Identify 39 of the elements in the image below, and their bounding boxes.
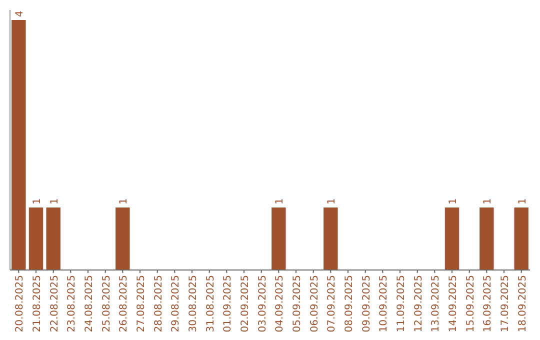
data-label: 1 — [274, 198, 286, 204]
data-label: 1 — [32, 198, 43, 204]
x-tick-label: 09.09.2025 — [361, 275, 372, 332]
x-tick-label: 15.09.2025 — [465, 275, 476, 332]
x-tick-label: 28.08.2025 — [153, 275, 164, 332]
x-tick-label: 11.09.2025 — [396, 275, 407, 332]
x-tick-label: 04.09.2025 — [274, 275, 286, 332]
data-label: 1 — [49, 198, 60, 204]
data-label: 1 — [517, 198, 528, 204]
data-label: 1 — [448, 198, 459, 204]
x-tick-label: 16.09.2025 — [482, 275, 494, 332]
data-label: 1 — [482, 198, 494, 204]
x-tick-label: 17.09.2025 — [500, 275, 511, 332]
x-tick-label: 08.09.2025 — [344, 275, 355, 332]
x-tick-label: 02.09.2025 — [240, 275, 251, 332]
data-label: 1 — [118, 198, 130, 204]
x-tick-label: 21.08.2025 — [32, 275, 43, 332]
x-tick-label: 22.08.2025 — [49, 275, 60, 332]
x-tick-label: 26.08.2025 — [118, 275, 130, 332]
x-tick-label: 25.08.2025 — [101, 275, 112, 332]
x-tick-label: 14.09.2025 — [448, 275, 459, 332]
x-tick-label: 24.08.2025 — [84, 275, 95, 332]
x-tick-label: 27.08.2025 — [136, 275, 147, 332]
x-tick-label: 20.08.2025 — [14, 275, 26, 332]
x-tick-label: 29.08.2025 — [170, 275, 182, 332]
x-tick-label: 13.09.2025 — [430, 275, 442, 332]
x-tick-label: 05.09.2025 — [292, 275, 303, 332]
x-tick-label: 01.09.2025 — [222, 275, 234, 332]
data-label: 1 — [326, 198, 338, 204]
data-label: 4 — [14, 10, 26, 17]
x-tick-label: 31.08.2025 — [205, 275, 216, 332]
x-tick-label: 07.09.2025 — [326, 275, 338, 332]
x-tick-label: 03.09.2025 — [257, 275, 268, 332]
x-tick-label: 06.09.2025 — [309, 275, 320, 332]
x-tick-label: 12.09.2025 — [413, 275, 424, 332]
x-tick-label: 18.09.2025 — [517, 275, 528, 332]
x-tick-label: 23.08.2025 — [66, 275, 78, 332]
x-tick-label: 30.08.2025 — [188, 275, 199, 332]
x-tick-label: 10.09.2025 — [378, 275, 390, 332]
